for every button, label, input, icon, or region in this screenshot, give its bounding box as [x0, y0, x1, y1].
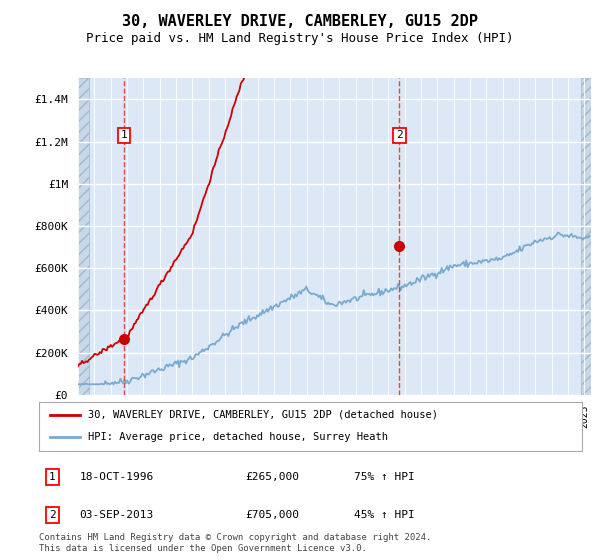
Text: £265,000: £265,000 [245, 472, 299, 482]
Text: Contains HM Land Registry data © Crown copyright and database right 2024.
This d: Contains HM Land Registry data © Crown c… [39, 533, 431, 553]
Text: Price paid vs. HM Land Registry's House Price Index (HPI): Price paid vs. HM Land Registry's House … [86, 32, 514, 45]
Text: 1: 1 [49, 472, 56, 482]
Text: 30, WAVERLEY DRIVE, CAMBERLEY, GU15 2DP (detached house): 30, WAVERLEY DRIVE, CAMBERLEY, GU15 2DP … [88, 410, 438, 420]
Text: 2: 2 [396, 130, 403, 141]
Text: 03-SEP-2013: 03-SEP-2013 [80, 510, 154, 520]
Text: 45% ↑ HPI: 45% ↑ HPI [354, 510, 415, 520]
Text: £705,000: £705,000 [245, 510, 299, 520]
Bar [78, 78, 89, 395]
Text: 2: 2 [49, 510, 56, 520]
Text: HPI: Average price, detached house, Surrey Heath: HPI: Average price, detached house, Surr… [88, 432, 388, 442]
Bar [581, 78, 591, 395]
Text: 18-OCT-1996: 18-OCT-1996 [80, 472, 154, 482]
Text: 1: 1 [121, 130, 127, 141]
Text: 30, WAVERLEY DRIVE, CAMBERLEY, GU15 2DP: 30, WAVERLEY DRIVE, CAMBERLEY, GU15 2DP [122, 14, 478, 29]
Text: 75% ↑ HPI: 75% ↑ HPI [354, 472, 415, 482]
